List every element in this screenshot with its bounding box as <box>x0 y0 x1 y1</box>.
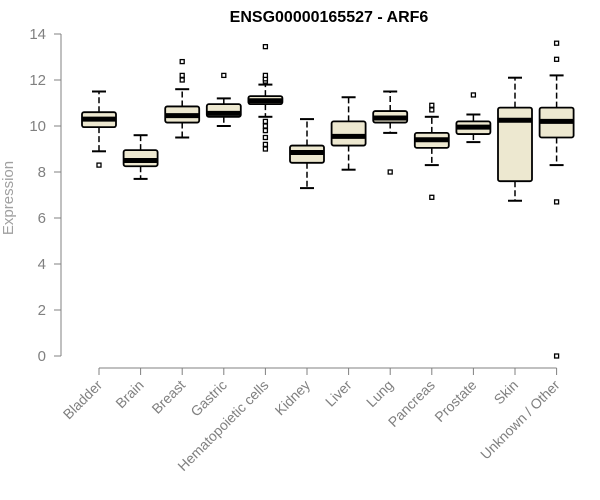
box-bladder <box>81 90 117 168</box>
outlier-point <box>262 127 269 134</box>
outlier-point <box>262 44 269 50</box>
box-lung <box>372 90 409 175</box>
outlier-point <box>262 141 269 148</box>
x-tick-label: Skin <box>491 377 522 408</box>
y-tick-label: 10 <box>29 118 46 135</box>
x-tick-label: Kidney <box>272 377 314 419</box>
box-liver <box>330 96 367 171</box>
y-axis: 0 2 4 6 8 10 12 14 <box>29 26 62 365</box>
box-body <box>497 106 533 183</box>
y-tick-label: 14 <box>29 26 46 43</box>
box-gastric <box>205 72 242 127</box>
y-tick-label: 0 <box>38 348 46 365</box>
outlier-point <box>429 107 435 113</box>
box-prostate <box>455 92 492 144</box>
x-tick-label: Unknown / Other <box>477 377 563 463</box>
box-pancreas <box>413 102 450 200</box>
outlier-point <box>429 102 435 108</box>
y-tick-label: 12 <box>29 72 46 89</box>
outlier-point <box>553 56 560 62</box>
x-tick-label: Bladder <box>60 377 106 423</box>
outlier-point <box>179 58 185 65</box>
outlier-point <box>221 72 227 79</box>
x-tick-label: Prostate <box>431 377 479 425</box>
box-breast <box>164 58 201 139</box>
y-axis-label: Expression <box>0 161 17 235</box>
chart-title: ENSG00000165527 - ARF6 <box>230 9 429 26</box>
outlier-point <box>553 353 560 359</box>
box-unknown-other <box>538 40 575 359</box>
outlier-point <box>262 123 269 129</box>
outlier-point <box>387 169 393 175</box>
plot-area <box>81 40 575 359</box>
outlier-point <box>470 92 477 98</box>
outlier-point <box>429 194 435 200</box>
y-tick-label: 6 <box>38 210 46 227</box>
y-tick-label: 2 <box>38 302 46 319</box>
box-body <box>330 120 367 147</box>
outlier-point <box>96 162 102 168</box>
outlier-point <box>179 77 185 83</box>
y-tick-label: 8 <box>38 164 46 181</box>
outlier-point <box>262 146 269 152</box>
box-brain <box>122 134 159 180</box>
box-skin <box>497 76 533 202</box>
x-tick-label: Breast <box>148 377 188 417</box>
outlier-point <box>553 40 560 46</box>
outlier-point <box>179 72 185 79</box>
x-tick-label: Liver <box>322 377 355 410</box>
box-hematopoietic-cells <box>247 44 284 152</box>
x-tick-label: Brain <box>112 377 146 411</box>
y-tick-label: 4 <box>38 256 46 273</box>
outlier-point <box>553 199 560 205</box>
box-kidney <box>289 118 325 190</box>
outlier-point <box>262 118 269 125</box>
outlier-point <box>262 72 269 79</box>
x-tick-label: Lung <box>363 377 396 410</box>
outlier-point <box>262 134 269 141</box>
